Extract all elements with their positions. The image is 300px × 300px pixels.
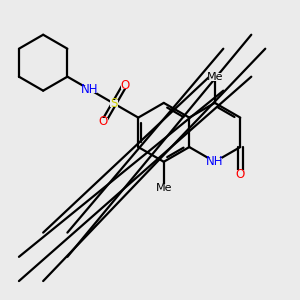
Text: O: O xyxy=(99,116,108,128)
Bar xyxy=(236,170,244,178)
Bar xyxy=(99,118,108,126)
Text: Me: Me xyxy=(206,72,223,82)
Bar xyxy=(207,158,222,166)
Text: S: S xyxy=(110,97,118,110)
Bar xyxy=(110,100,118,107)
Text: O: O xyxy=(236,168,245,181)
Bar xyxy=(208,73,221,81)
Text: NH: NH xyxy=(206,155,224,168)
Bar xyxy=(121,81,129,89)
Text: Me: Me xyxy=(155,183,172,193)
Text: O: O xyxy=(120,79,129,92)
Bar xyxy=(82,86,97,94)
Bar xyxy=(157,184,170,191)
Text: NH: NH xyxy=(81,83,99,96)
